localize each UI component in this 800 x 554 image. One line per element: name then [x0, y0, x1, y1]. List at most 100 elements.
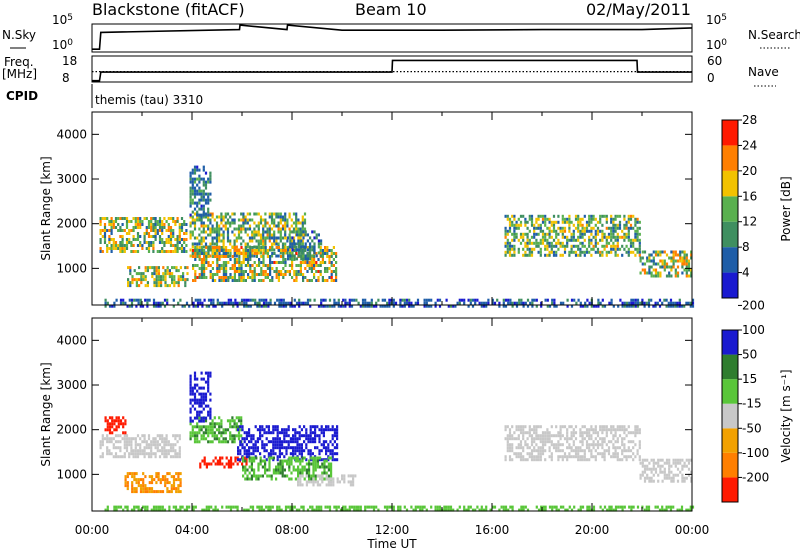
velocity-cell	[234, 505, 237, 509]
power-cell	[610, 244, 613, 248]
power-cell	[612, 217, 615, 221]
power-cell	[207, 177, 210, 181]
velocity-cell	[312, 459, 315, 463]
velocity-cell	[308, 462, 311, 466]
power-cell	[557, 247, 560, 251]
velocity-cell	[557, 449, 560, 453]
power-cell	[237, 227, 241, 231]
velocity-cell	[123, 452, 126, 456]
velocity-cell	[588, 446, 591, 450]
power-cell	[572, 250, 575, 254]
power-cell	[158, 235, 162, 238]
velocity-cell	[621, 437, 624, 441]
power-cell	[425, 301, 428, 305]
power-cell	[638, 241, 641, 245]
velocity-cell	[193, 383, 197, 387]
velocity-cell	[627, 425, 630, 429]
power-cell	[220, 215, 223, 219]
power-cell	[690, 268, 693, 272]
power-cell	[224, 224, 227, 228]
velocity-cell	[106, 505, 109, 509]
power-cell	[596, 232, 600, 236]
power-cell	[185, 238, 188, 241]
power-cell	[284, 236, 287, 240]
velocity-cell	[139, 508, 142, 512]
power-cell	[665, 304, 668, 308]
velocity-cell	[663, 470, 666, 474]
velocity-cell	[243, 440, 246, 444]
power-cell	[172, 229, 175, 232]
velocity-cell	[568, 437, 571, 441]
power-cell	[194, 273, 197, 276]
power-cell	[131, 275, 134, 279]
power-cell	[286, 239, 289, 243]
power-cell	[151, 275, 154, 279]
velocity-cell	[261, 459, 264, 463]
power-cell	[577, 244, 580, 248]
power-cell	[293, 304, 296, 308]
power-cell	[630, 304, 633, 308]
power-cell	[242, 215, 245, 219]
power-cell	[198, 192, 201, 196]
velocity-cell	[623, 428, 626, 432]
velocity-cell	[511, 446, 514, 450]
velocity-cell	[204, 419, 208, 423]
velocity-colorbar-tick-label: 200	[742, 298, 765, 312]
velocity-cell	[623, 431, 626, 435]
power-cell	[277, 246, 280, 249]
power-cell	[306, 248, 309, 252]
velocity-cell	[165, 440, 168, 444]
power-cell	[147, 220, 151, 223]
velocity-cell	[159, 490, 162, 494]
velocity-cell	[142, 487, 145, 491]
power-cell	[310, 261, 313, 264]
velocity-cell	[123, 446, 126, 450]
velocity-cell	[132, 455, 135, 459]
power-cell	[515, 232, 518, 236]
power-cell	[298, 298, 301, 302]
velocity-cell	[331, 437, 334, 441]
velocity-cell	[325, 428, 328, 432]
velocity-cell	[405, 508, 409, 512]
velocity-cell	[661, 505, 664, 509]
power-cell	[123, 217, 126, 220]
power-cell	[332, 264, 335, 267]
power-cell	[552, 223, 556, 227]
power-cell	[533, 235, 536, 239]
power-cell	[196, 264, 199, 267]
velocity-cell	[134, 452, 137, 456]
power-cell	[313, 258, 316, 261]
velocity-cell	[147, 434, 151, 438]
velocity-cell	[209, 425, 212, 429]
power-cells	[99, 165, 695, 308]
power-cell	[299, 261, 302, 264]
power-cell	[292, 239, 296, 243]
velocity-cell	[203, 459, 206, 463]
power-cell	[309, 304, 312, 308]
velocity-cell	[322, 440, 325, 444]
power-cell	[605, 226, 608, 230]
velocity-cell	[625, 455, 628, 459]
power-cell	[278, 301, 281, 305]
velocity-cell	[235, 434, 238, 438]
power-cell	[226, 230, 230, 234]
velocity-cell	[301, 483, 304, 487]
power-cell	[629, 244, 633, 248]
power-cell	[157, 272, 160, 276]
power-cell	[634, 247, 637, 251]
velocity-cell	[661, 464, 664, 468]
power-cell	[207, 213, 210, 217]
power-cell	[162, 266, 165, 270]
power-cell	[202, 183, 205, 187]
freq-label-title: Freq.	[4, 55, 34, 69]
velocity-cell	[204, 437, 208, 441]
velocity-cell	[130, 440, 133, 444]
velocity-cell	[270, 477, 273, 481]
power-cell	[119, 244, 122, 247]
power-cell	[289, 239, 292, 243]
power-cell	[225, 252, 228, 255]
velocity-cell	[266, 474, 269, 478]
velocity-cell	[519, 431, 523, 435]
power-cell	[568, 226, 571, 230]
velocity-cell	[623, 446, 626, 450]
